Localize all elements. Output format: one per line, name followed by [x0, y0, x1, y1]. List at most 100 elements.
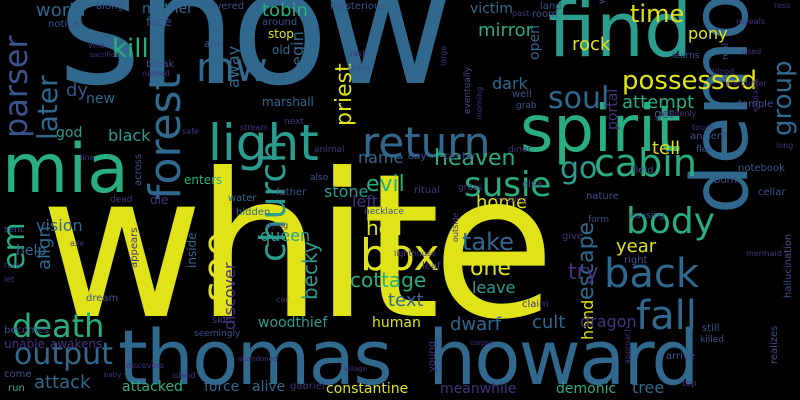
word-name: name: [358, 148, 404, 167]
word-top: top: [682, 379, 697, 389]
word-reveals: reveals: [736, 17, 765, 26]
word-thomas: thomas: [118, 313, 393, 400]
word-meanwhile: meanwhile: [440, 381, 517, 397]
word-sacrifice: sacrifice: [90, 51, 120, 59]
word-stream: stream: [240, 123, 269, 132]
word-try: try: [568, 260, 599, 285]
word-cabin: cabin: [594, 141, 697, 185]
word-howard: howard: [428, 313, 700, 400]
word-find: find: [548, 0, 693, 74]
word-grab: grab: [516, 101, 537, 111]
word-attack: attack: [34, 372, 91, 393]
word-unable: unable: [4, 337, 45, 351]
word-ritual: ritual: [414, 185, 441, 196]
word-pony: pony: [688, 24, 728, 43]
word-demonic: demonic: [556, 381, 617, 397]
word-learns: learns: [672, 51, 700, 61]
word-island: island: [172, 371, 196, 380]
word-form: form: [588, 215, 609, 225]
word-go: go: [560, 151, 598, 186]
word-dy: dy: [66, 80, 89, 101]
word-burn: burn: [714, 175, 737, 186]
word-kill: kill: [112, 34, 149, 64]
word-cellar: cellar: [758, 187, 786, 198]
word-tree: tree: [632, 378, 665, 397]
word-also: also: [310, 173, 329, 183]
word-leave: leave: [472, 278, 516, 297]
word-touch: touch: [692, 123, 715, 132]
word-enters: enters: [184, 173, 223, 187]
word-across: across: [133, 153, 144, 186]
word-death: death: [12, 307, 105, 345]
word-alive: alive: [252, 379, 286, 395]
word-ancient: ancient: [690, 131, 728, 142]
word-used: used: [742, 47, 762, 56]
word-help: help: [16, 243, 47, 259]
word-right: right: [624, 255, 648, 266]
word-mysterious: mysterious: [330, 1, 386, 12]
word-safe: safe: [182, 127, 199, 136]
word-vine: vine: [88, 41, 105, 50]
word-car: car: [276, 295, 289, 304]
word-notebook: notebook: [738, 163, 785, 174]
word-tell: tell: [652, 138, 681, 159]
word-body: body: [626, 201, 716, 242]
word-text: text: [388, 290, 424, 311]
word-way: way: [597, 0, 608, 4]
word-woodthief: woodthief: [258, 315, 328, 331]
word-black: black: [108, 126, 151, 145]
word-fall: fall: [636, 293, 697, 339]
word-marshall: marshall: [262, 95, 314, 109]
word-day: day: [408, 151, 427, 162]
word-mia: mia: [2, 130, 129, 209]
word-new: new: [86, 91, 115, 107]
word-evil: evil: [366, 172, 405, 197]
word-discovers: discovers: [126, 361, 164, 370]
word-real: real: [721, 42, 731, 60]
word-inside: inside: [185, 232, 199, 268]
word-blood: blood: [712, 67, 735, 76]
word-one: one: [470, 256, 511, 281]
word-human: human: [372, 315, 421, 331]
word-mirror: mirror: [478, 20, 534, 41]
word-approach: approach: [623, 326, 632, 364]
word-encounter: encounter: [726, 79, 767, 88]
word-stop: stop: [268, 27, 294, 41]
word-nature: nature: [586, 191, 619, 202]
word-line: line: [80, 153, 95, 162]
word-attempt: attempt: [622, 92, 695, 113]
word-turn: turn: [4, 261, 21, 270]
word-killed: killed: [700, 335, 724, 345]
word-come: come: [4, 369, 32, 380]
word-take: take: [462, 228, 514, 256]
word-field: field: [632, 165, 654, 176]
word-axe: axe: [70, 239, 85, 248]
word-ross: ross: [774, 1, 791, 10]
word-let: let: [4, 275, 15, 284]
word-away: away: [224, 45, 243, 88]
word-dream: dream: [86, 293, 119, 304]
word-necklace: necklace: [364, 207, 404, 217]
word-hallucination: hallucination: [783, 233, 794, 298]
word-year: year: [616, 236, 657, 257]
word-forest: forest: [140, 73, 191, 200]
word-mother: mother: [142, 1, 193, 17]
word-awakens: awakens: [50, 337, 103, 351]
word-dwarf: dwarf: [450, 314, 501, 335]
word-flee: flee: [696, 145, 713, 155]
word-leaf: leaf: [422, 261, 441, 272]
word-village: village: [344, 365, 368, 373]
word-give: give: [562, 231, 584, 242]
word-around: around: [262, 17, 298, 28]
word-face: face: [146, 15, 172, 29]
word-god: god: [56, 125, 83, 141]
word-claim: claim: [522, 299, 549, 310]
word-cottage: cottage: [350, 268, 427, 292]
word-long: long: [776, 141, 794, 150]
word-mermaid: mermaid: [746, 249, 782, 258]
word-light: light: [208, 114, 319, 172]
word-susie: susie: [464, 165, 552, 205]
word-victim: victim: [470, 1, 513, 17]
word-still: still: [702, 323, 720, 334]
